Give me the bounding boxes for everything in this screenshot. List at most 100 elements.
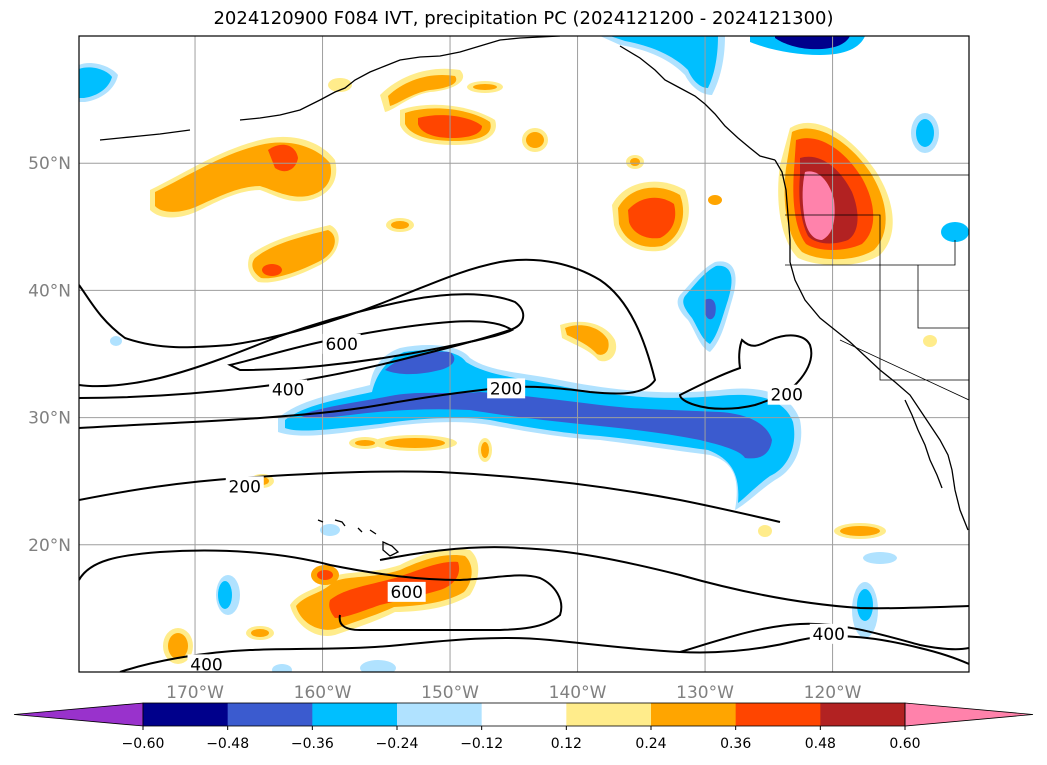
colorbar-segment — [820, 703, 906, 726]
bc-coast — [619, 45, 776, 161]
shade-south-c2 — [168, 633, 188, 659]
graticule — [79, 36, 969, 672]
shade-south-g — [758, 525, 772, 537]
shade-ar-blue — [300, 392, 772, 459]
contour-label: 400 — [272, 381, 304, 401]
map-frame — [78, 35, 970, 673]
contour-labels: 600 400 200 200 200 600 400 400 — [187, 333, 848, 675]
colorbar-tick-label: −0.48 — [206, 736, 249, 752]
shade-neg-e2 — [941, 222, 969, 242]
shade-south-d2 — [251, 629, 269, 637]
colorbar-extend-high — [904, 702, 1034, 727]
colorbar-frame — [142, 702, 906, 727]
colorbar-tick-label: −0.24 — [376, 736, 419, 752]
contour-label-bg — [487, 378, 526, 399]
contour-label-bg — [225, 476, 264, 497]
shade-patch-a2 — [385, 438, 445, 448]
state-borders — [785, 214, 969, 401]
contour-label-bg — [809, 623, 848, 644]
contour-label-bg — [269, 379, 308, 400]
baja-coast — [904, 399, 943, 489]
shade-neg-e1b — [916, 119, 934, 147]
borders — [780, 174, 969, 401]
lon-label: 140°W — [549, 683, 607, 703]
lon-label: 160°W — [294, 683, 352, 703]
colorbar-segment — [651, 703, 737, 726]
latitude-labels: 50°N 40°N 30°N 20°N — [28, 154, 71, 556]
shade-neg-s6 — [320, 524, 340, 536]
shade-neg-ne4 — [775, 36, 850, 50]
shade-patch-c2 — [481, 442, 489, 458]
contour-label: 400 — [813, 625, 845, 645]
shade-nw-f2 — [526, 132, 544, 148]
shade-ar-cyan — [285, 350, 795, 503]
shade-mid-red — [628, 197, 676, 239]
contour-200-south — [79, 470, 781, 523]
colorbar-segment — [143, 703, 229, 726]
lon-label: 170°W — [166, 683, 224, 703]
shade-south-f2 — [840, 526, 880, 536]
contour-400-south — [79, 549, 563, 632]
shade-neg-ne2 — [610, 36, 718, 88]
contour-label-bg — [767, 384, 806, 405]
colorbar-tick-label: −0.60 — [122, 736, 165, 752]
shade-south-h — [923, 335, 937, 347]
colorbar-segment — [227, 703, 313, 726]
shade-nw-i — [708, 195, 722, 205]
contour-200-north — [79, 258, 657, 429]
map-title: 2024120900 F084 IVT, precipitation PC (2… — [213, 8, 834, 29]
contour-200-east — [678, 334, 813, 410]
contour-label: 200 — [490, 379, 522, 399]
contour-label: 600 — [325, 335, 357, 355]
lon-label: 120°W — [804, 683, 862, 703]
coastlines — [99, 36, 969, 557]
precip-shading — [79, 36, 969, 672]
shade-neg-s7 — [110, 336, 122, 346]
shade-patch-b2 — [355, 440, 375, 446]
shade-neg-s3 — [863, 552, 897, 564]
lon-label: 130°W — [676, 683, 734, 703]
colorbar-tick-label: 0.36 — [720, 736, 751, 752]
shade-nw-a3 — [268, 144, 298, 172]
contour-label: 400 — [190, 655, 222, 675]
contour-label: 600 — [390, 583, 422, 603]
shade-nw-g2 — [391, 221, 409, 229]
lat-label: 20°N — [28, 536, 71, 556]
us-west-coast — [774, 159, 969, 531]
colorbar-segment — [312, 703, 398, 726]
longitude-labels: 170°W 160°W 150°W 140°W 130°W 120°W — [166, 683, 861, 703]
colorbar-tick-label: 0.24 — [635, 736, 666, 752]
contour-400-east — [379, 546, 969, 610]
lat-label: 40°N — [28, 281, 71, 301]
contour-south-bottom — [119, 635, 969, 672]
shade-nw-e2 — [473, 84, 497, 90]
colorbar-segment — [481, 703, 567, 726]
colorbar-segment — [566, 703, 652, 726]
lat-label: 50°N — [28, 154, 71, 174]
colorbar: −0.60 −0.48 −0.36 −0.24 −0.12 0.12 0.24 0.36 0.4… — [13, 702, 1034, 752]
colorbar-segment — [735, 703, 821, 726]
lon-label: 150°W — [421, 683, 479, 703]
lat-label: 30°N — [28, 409, 71, 429]
shade-neg-nw2 — [79, 67, 112, 98]
shade-pnw-pink — [802, 171, 835, 240]
contour-label: 200 — [770, 386, 802, 406]
ivt-contours — [79, 258, 969, 672]
contour-label-bg — [187, 654, 226, 672]
colorbar-extend-low — [13, 702, 144, 727]
colorbar-tick-label: 0.12 — [551, 736, 582, 752]
contour-label-bg — [387, 581, 426, 602]
contour-label-bg — [322, 333, 361, 354]
hawaii-islands — [317, 519, 400, 557]
contour-label: 200 — [229, 477, 261, 497]
shade-neg-s5 — [272, 664, 292, 672]
colorbar-tick-label: 0.48 — [805, 736, 836, 752]
colorbar-tick-label: 0.60 — [889, 736, 920, 752]
shade-patch-d2 — [565, 325, 609, 355]
shade-neg-s4 — [360, 660, 396, 672]
colorbar-tick-label: −0.36 — [291, 736, 334, 752]
colorbar-segment — [397, 703, 483, 726]
shade-south-b2 — [317, 570, 333, 580]
shade-nw-h2 — [630, 158, 640, 166]
shade-nw-b3 — [262, 264, 282, 276]
